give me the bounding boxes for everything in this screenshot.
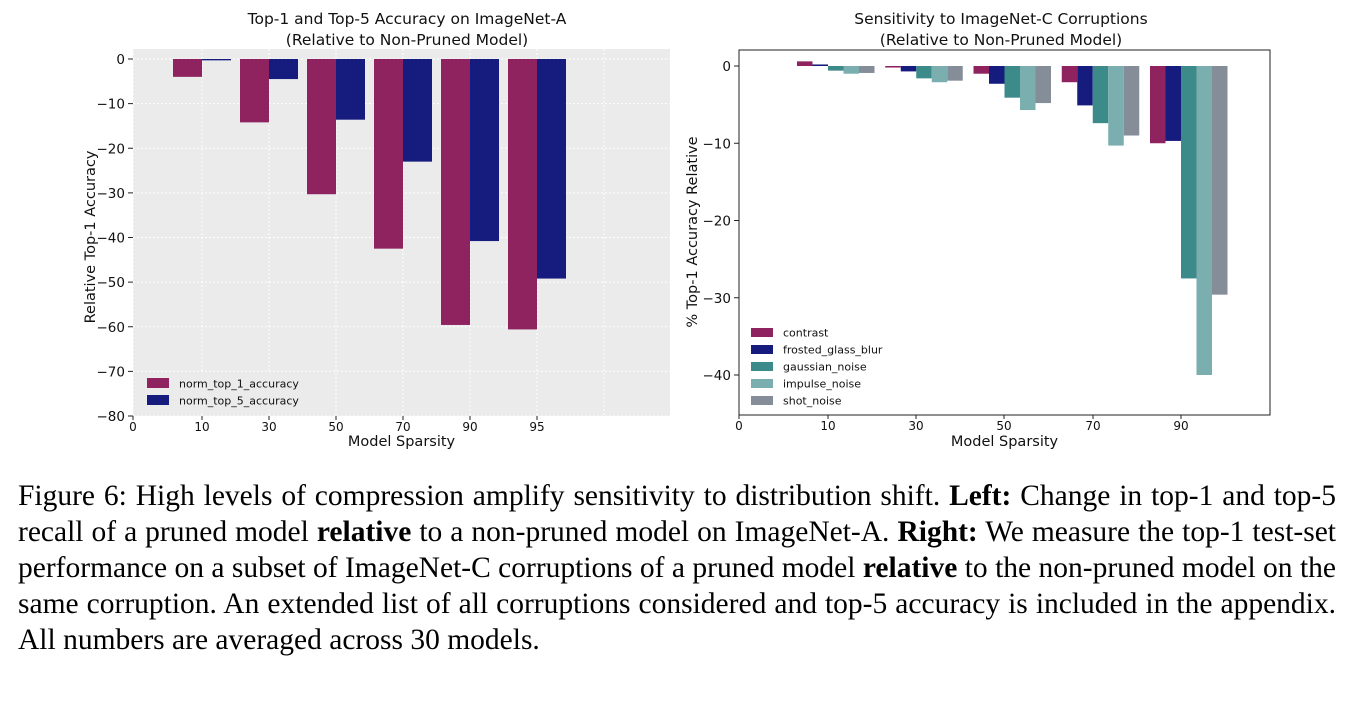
right-ytick-label: −30	[703, 291, 732, 307]
figure: 0−10−20−30−40−50−60−70−800 10 30 50 70 90 95To…	[83, 10, 1271, 450]
left-legend-swatch-norm_top_1_accuracy	[147, 378, 169, 388]
right-y-axis-label: % Top-1 Accuracy Relative	[685, 136, 701, 327]
left-xtick-label: 70	[395, 420, 410, 434]
right-bar-gaussian_noise-90	[1181, 66, 1197, 279]
right-bar-gaussian_noise-30	[916, 66, 932, 79]
right-bar-impulse_noise-90	[1196, 66, 1212, 375]
right-legend-swatch-shot_noise	[751, 396, 773, 405]
right-xtick-label: 30	[908, 419, 923, 433]
right-bar-shot_noise-90	[1212, 66, 1228, 295]
right-bar-impulse_noise-10	[843, 66, 859, 74]
right-legend-label-frosted_glass_blur: frosted_glass_blur	[783, 344, 883, 357]
left-y-axis-label: Relative Top-1 Accuracy	[83, 150, 99, 323]
right-bar-gaussian_noise-10	[828, 66, 844, 71]
right-ytick-label: −10	[703, 136, 732, 152]
right-bar-impulse_noise-70	[1108, 66, 1124, 146]
left-bar-norm_top_1_accuracy-50	[307, 59, 336, 195]
left-xtick-label: 30	[261, 420, 276, 434]
right-bar-shot_noise-50	[1035, 66, 1051, 104]
right-bar-gaussian_noise-70	[1092, 66, 1109, 124]
left-xtick-label: 50	[328, 420, 343, 434]
right-legend-swatch-gaussian_noise	[751, 362, 773, 371]
right-bar-contrast-70	[1061, 66, 1078, 83]
right-ytick-label: −20	[703, 214, 732, 230]
right-bar-contrast-30	[885, 66, 901, 68]
caption-right-text-1: We measure the top-1 test-set performanc…	[18, 516, 1336, 584]
left-xtick-label: 90	[462, 420, 477, 434]
right-bar-frosted_glass_blur-90	[1165, 66, 1181, 141]
left-xtick-label: 0	[129, 420, 137, 434]
right-bar-impulse_noise-50	[1020, 66, 1036, 111]
left-x-axis-label: Model Sparsity	[348, 434, 456, 450]
right-bar-shot_noise-10	[859, 66, 875, 73]
right-bar-gaussian_noise-50	[1004, 66, 1020, 98]
right-bar-frosted_glass_blur-50	[989, 66, 1005, 84]
left-bar-norm_top_1_accuracy-95	[508, 59, 537, 330]
right-bar-frosted_glass_blur-70	[1077, 66, 1093, 106]
right-bar-contrast-90	[1150, 66, 1166, 144]
right-bar-shot_noise-30	[947, 66, 963, 81]
left-bar-norm_top_1_accuracy-90	[441, 59, 470, 325]
right-xtick-label: 90	[1173, 419, 1188, 433]
caption-left-text-2: to a non-pruned model on ImageNet-A.	[411, 516, 898, 548]
left-bar-norm_top_1_accuracy-10	[173, 59, 202, 77]
left-ytick-label: −40	[97, 231, 126, 247]
right-ytick-label: 0	[722, 59, 731, 75]
left-ytick-label: −60	[97, 320, 126, 336]
left-xtick-label: 95	[529, 420, 544, 434]
left-xtick-label: 10	[194, 420, 209, 434]
left-bar-norm_top_1_accuracy-30	[240, 59, 269, 123]
right-legend-swatch-frosted_glass_blur	[751, 345, 773, 354]
left-chart-title: Top-1 and Top-5 Accuracy on ImageNet-A	[247, 10, 567, 28]
right-xtick-label: 0	[735, 419, 743, 433]
left-ytick-label: −30	[97, 186, 126, 202]
right-legend-label-gaussian_noise: gaussian_noise	[783, 361, 867, 374]
right-xtick-label: 70	[1085, 419, 1100, 433]
right-chart-title: Sensitivity to ImageNet-C Corruptions	[854, 10, 1147, 28]
right-ytick-label: −40	[703, 368, 732, 384]
figure-caption: Figure 6: High levels of compression amp…	[18, 478, 1336, 658]
left-ytick-label: −10	[97, 97, 126, 113]
right-legend-swatch-contrast	[751, 328, 773, 337]
caption-figure-label: Figure 6:	[18, 480, 127, 512]
right-xtick-label: 10	[820, 419, 835, 433]
right-chart-subtitle: (Relative to Non-Pruned Model)	[880, 31, 1122, 49]
right-legend-label-impulse_noise: impulse_noise	[783, 378, 861, 391]
right-bar-frosted_glass_blur-30	[900, 66, 917, 72]
left-ytick-label: −70	[97, 364, 126, 380]
left-bar-norm_top_5_accuracy-10	[202, 59, 231, 61]
left-legend-label-norm_top_5_accuracy: norm_top_5_accuracy	[179, 395, 299, 408]
right-legend-label-contrast: contrast	[783, 327, 829, 340]
left-bar-norm_top_5_accuracy-90	[470, 59, 499, 242]
caption-left-text-1: Change in top-1 and top-5 recall of a pr…	[18, 480, 1336, 548]
caption-right-text-2: to the non-pruned model on the same corr…	[18, 552, 1336, 656]
right-bar-contrast-50	[973, 66, 989, 74]
caption-left-bold: relative	[316, 516, 412, 548]
left-bar-norm_top_5_accuracy-70	[403, 59, 432, 162]
right-legend-label-shot_noise: shot_noise	[783, 395, 842, 408]
left-chart-subtitle: (Relative to Non-Pruned Model)	[286, 31, 528, 49]
caption-intro: High levels of compression amplify sensi…	[126, 480, 950, 512]
left-ytick-label: −80	[97, 409, 126, 425]
right-bar-impulse_noise-30	[931, 66, 948, 83]
right-x-axis-label: Model Sparsity	[951, 434, 1059, 450]
left-bar-norm_top_5_accuracy-50	[336, 59, 365, 120]
left-legend-swatch-norm_top_5_accuracy	[147, 395, 169, 405]
right-xtick-label: 50	[996, 419, 1011, 433]
left-ytick-label: 0	[116, 52, 125, 68]
left-bar-norm_top_5_accuracy-30	[269, 59, 298, 80]
right-legend-swatch-impulse_noise	[751, 379, 773, 388]
right-bar-contrast-10	[797, 61, 813, 66]
left-bar-norm_top_5_accuracy-95	[537, 59, 566, 279]
right-bar-shot_noise-70	[1123, 66, 1140, 136]
left-ytick-label: −50	[97, 275, 126, 291]
left-ytick-label: −20	[97, 141, 126, 157]
left-legend-label-norm_top_1_accuracy: norm_top_1_accuracy	[179, 378, 299, 391]
right-bar-frosted_glass_blur-10	[812, 64, 828, 66]
caption-right-label: Right:	[897, 516, 978, 548]
caption-right-bold: relative	[862, 552, 958, 584]
caption-left-label: Left:	[949, 480, 1012, 512]
left-bar-norm_top_1_accuracy-70	[374, 59, 403, 249]
